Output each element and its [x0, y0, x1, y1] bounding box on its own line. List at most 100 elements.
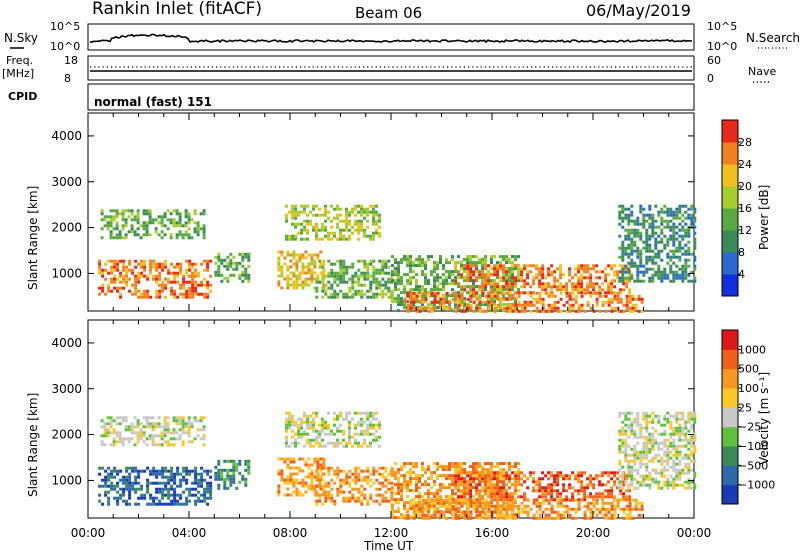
- data-cell: [406, 480, 409, 484]
- data-cell: [675, 207, 679, 211]
- data-cell: [613, 294, 617, 298]
- data-cell: [409, 498, 413, 502]
- data-cell: [544, 492, 548, 496]
- data-cell: [639, 459, 643, 463]
- data-cell: [457, 309, 460, 313]
- data-cell: [630, 228, 634, 232]
- data-cell: [648, 237, 652, 241]
- data-cell: [627, 459, 631, 463]
- data-cell: [651, 411, 655, 415]
- data-cell: [369, 259, 373, 263]
- data-cell: [624, 480, 628, 484]
- data-cell: [318, 475, 322, 479]
- data-cell: [179, 484, 183, 488]
- data-cell: [155, 472, 159, 476]
- data-cell: [397, 483, 400, 487]
- data-cell: [121, 419, 125, 423]
- data-cell: [544, 507, 548, 511]
- data-cell: [217, 477, 221, 481]
- data-cell: [199, 419, 203, 423]
- data-cell: [115, 440, 119, 444]
- data-cell: [424, 294, 427, 298]
- data-cell: [333, 502, 337, 506]
- data-cell: [514, 501, 517, 505]
- data-cell: [295, 283, 299, 287]
- data-cell: [627, 252, 631, 256]
- data-cell: [436, 510, 440, 514]
- data-cell: [406, 303, 410, 307]
- data-cell: [517, 468, 520, 472]
- data-cell: [127, 437, 131, 441]
- data-cell: [472, 474, 475, 478]
- data-cell: [342, 268, 346, 272]
- data-cell: [375, 423, 378, 427]
- data-cell: [463, 492, 467, 496]
- data-cell: [628, 513, 632, 517]
- data-cell: [469, 504, 473, 508]
- data-cell: [229, 264, 233, 268]
- data-cell: [681, 270, 685, 274]
- data-cell: [678, 468, 682, 472]
- data-cell: [469, 264, 473, 268]
- data-cell: [625, 489, 629, 493]
- data-cell: [294, 237, 297, 241]
- data-cell: [155, 280, 159, 284]
- data-cell: [372, 271, 376, 275]
- data-cell: [166, 425, 170, 429]
- data-cell: [484, 507, 487, 511]
- data-cell: [289, 283, 293, 287]
- data-cell: [394, 261, 397, 265]
- data-cell: [627, 261, 631, 265]
- data-cell: [663, 441, 667, 445]
- data-cell: [357, 472, 361, 476]
- data-cell: [651, 420, 655, 424]
- data-cell: [170, 487, 174, 491]
- data-cell: [550, 495, 554, 499]
- data-cell: [206, 280, 210, 284]
- nave-tick-bottom: 0: [707, 72, 714, 85]
- data-cell: [630, 447, 634, 451]
- data-cell: [295, 262, 299, 266]
- data-cell: [559, 264, 563, 268]
- data-cell: [463, 288, 467, 292]
- data-cell: [487, 300, 491, 304]
- data-cell: [191, 469, 195, 473]
- data-cell: [538, 309, 542, 313]
- data-cell: [648, 213, 652, 217]
- data-cell: [580, 474, 584, 478]
- data-cell: [217, 267, 221, 271]
- data-cell: [472, 273, 476, 277]
- data-cell: [565, 495, 569, 499]
- data-cell: [179, 286, 183, 290]
- data-cell: [550, 264, 554, 268]
- data-cell: [160, 431, 164, 435]
- data-cell: [134, 469, 138, 473]
- data-cell: [235, 486, 239, 490]
- data-cell: [121, 209, 125, 213]
- data-cell: [520, 285, 524, 289]
- data-cell: [666, 456, 670, 460]
- data-cell: [616, 486, 620, 490]
- data-cell: [412, 477, 415, 481]
- data-cell: [565, 516, 569, 520]
- data-cell: [475, 498, 479, 502]
- data-cell: [589, 507, 593, 511]
- data-cell: [657, 270, 661, 274]
- data-cell: [357, 210, 360, 214]
- data-cell: [424, 513, 428, 517]
- data-cell: [315, 441, 318, 445]
- data-cell: [526, 264, 530, 268]
- data-cell: [499, 507, 503, 511]
- data-cell: [508, 267, 511, 271]
- data-cell: [277, 265, 281, 269]
- data-cell: [583, 513, 587, 517]
- data-cell: [295, 487, 299, 491]
- data-cell: [678, 240, 682, 244]
- data-cell: [363, 262, 367, 266]
- data-cell: [217, 459, 221, 463]
- data-cell: [277, 487, 281, 491]
- data-cell: [633, 234, 637, 238]
- data-cell: [397, 303, 400, 307]
- data-cell: [283, 478, 287, 482]
